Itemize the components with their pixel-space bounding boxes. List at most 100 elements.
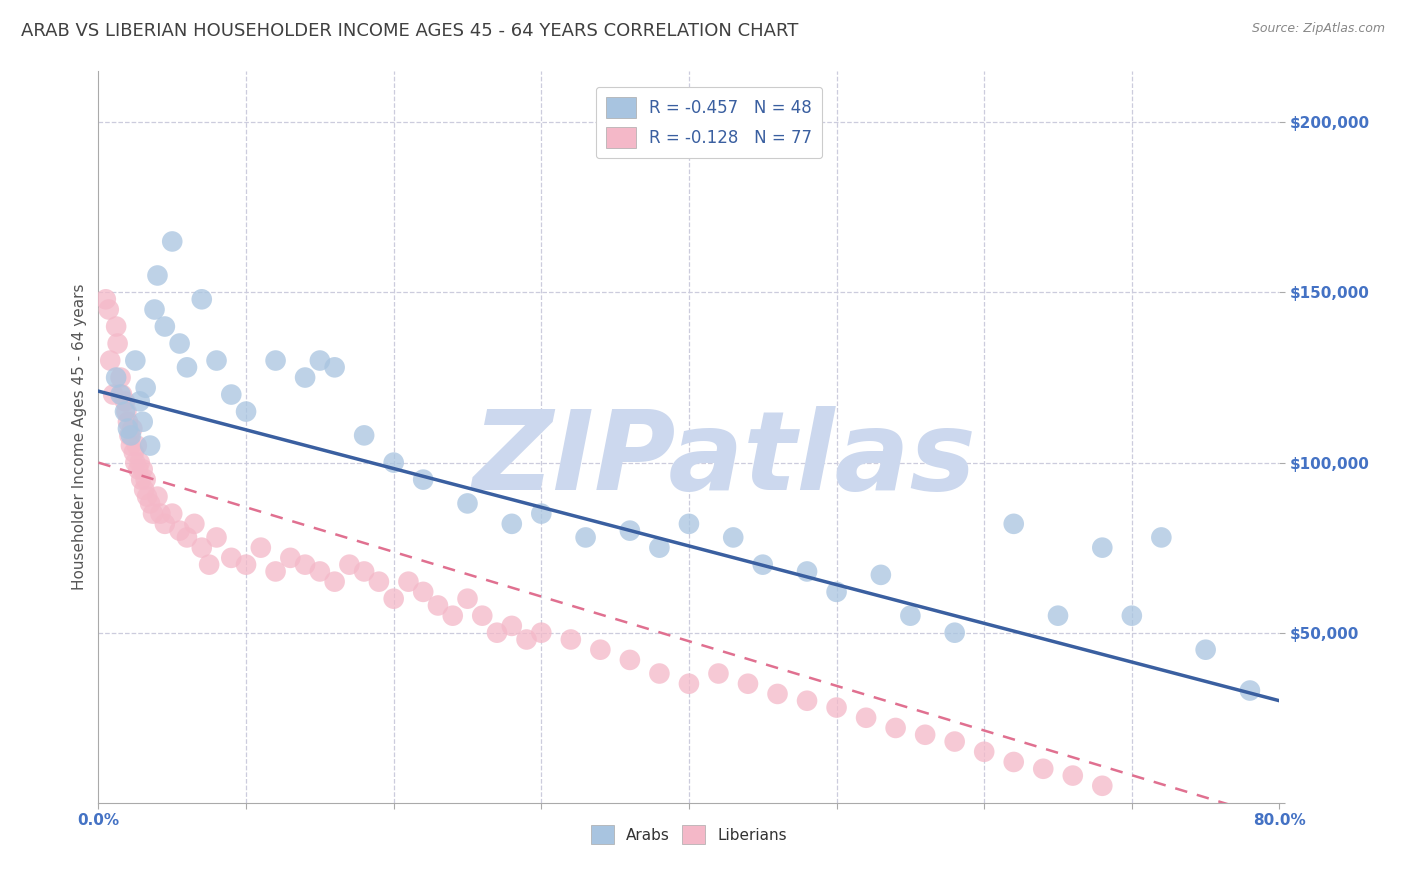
Point <box>501 516 523 531</box>
Point <box>723 531 745 545</box>
Point <box>441 608 464 623</box>
Point <box>825 700 848 714</box>
Point <box>368 574 391 589</box>
Point <box>125 439 148 453</box>
Point <box>162 507 183 521</box>
Point <box>796 694 818 708</box>
Point <box>294 370 316 384</box>
Point <box>124 456 146 470</box>
Point <box>589 642 612 657</box>
Point <box>280 550 302 565</box>
Point <box>457 496 479 510</box>
Point <box>339 558 361 572</box>
Point <box>471 608 494 623</box>
Point <box>766 687 789 701</box>
Point <box>142 507 165 521</box>
Point <box>737 677 759 691</box>
Point <box>382 591 405 606</box>
Point <box>120 428 142 442</box>
Text: Source: ZipAtlas.com: Source: ZipAtlas.com <box>1251 22 1385 36</box>
Point <box>107 336 129 351</box>
Point <box>191 541 214 555</box>
Point <box>855 711 877 725</box>
Point <box>707 666 730 681</box>
Point <box>135 381 157 395</box>
Point <box>619 524 641 538</box>
Point <box>382 456 405 470</box>
Point <box>648 666 671 681</box>
Point <box>943 625 966 640</box>
Point <box>97 302 120 317</box>
Point <box>110 370 132 384</box>
Point <box>309 565 332 579</box>
Point <box>139 496 162 510</box>
Point <box>176 360 198 375</box>
Point <box>575 531 598 545</box>
Point <box>530 625 553 640</box>
Point <box>648 541 671 555</box>
Point <box>135 473 157 487</box>
Point <box>118 428 141 442</box>
Point <box>870 567 893 582</box>
Point <box>132 462 155 476</box>
Point <box>128 394 150 409</box>
Point <box>183 516 205 531</box>
Point <box>398 574 420 589</box>
Point <box>1195 642 1218 657</box>
Point <box>264 353 287 368</box>
Point <box>427 599 450 613</box>
Point <box>353 565 375 579</box>
Point <box>884 721 907 735</box>
Point <box>176 531 198 545</box>
Point <box>796 565 818 579</box>
Point <box>128 456 150 470</box>
Point <box>1032 762 1054 776</box>
Point <box>235 404 257 418</box>
Point <box>1150 531 1173 545</box>
Point <box>105 370 128 384</box>
Point <box>191 293 214 307</box>
Point <box>153 319 176 334</box>
Text: ZIPatlas: ZIPatlas <box>472 406 976 513</box>
Point <box>619 653 641 667</box>
Point <box>516 632 538 647</box>
Point <box>121 421 143 435</box>
Point <box>94 293 117 307</box>
Point <box>752 558 775 572</box>
Point <box>114 394 136 409</box>
Point <box>323 360 346 375</box>
Point <box>1002 755 1025 769</box>
Point <box>560 632 582 647</box>
Point <box>1121 608 1143 623</box>
Point <box>1002 516 1025 531</box>
Point <box>678 516 700 531</box>
Point <box>110 387 132 401</box>
Point <box>323 574 346 589</box>
Point <box>486 625 509 640</box>
Point <box>1091 779 1114 793</box>
Point <box>264 565 287 579</box>
Point <box>900 608 922 623</box>
Point <box>412 473 434 487</box>
Point <box>169 336 191 351</box>
Point <box>309 353 332 368</box>
Point <box>914 728 936 742</box>
Point <box>678 677 700 691</box>
Point <box>169 524 191 538</box>
Point <box>235 558 257 572</box>
Point <box>143 302 166 317</box>
Point <box>457 591 479 606</box>
Point <box>149 507 172 521</box>
Point <box>825 585 848 599</box>
Point <box>146 490 169 504</box>
Point <box>501 619 523 633</box>
Point <box>973 745 995 759</box>
Point <box>129 473 152 487</box>
Text: ARAB VS LIBERIAN HOUSEHOLDER INCOME AGES 45 - 64 YEARS CORRELATION CHART: ARAB VS LIBERIAN HOUSEHOLDER INCOME AGES… <box>21 22 799 40</box>
Point <box>139 439 162 453</box>
Point <box>105 319 128 334</box>
Point <box>353 428 375 442</box>
Point <box>117 421 139 435</box>
Point <box>146 268 169 283</box>
Point <box>115 404 138 418</box>
